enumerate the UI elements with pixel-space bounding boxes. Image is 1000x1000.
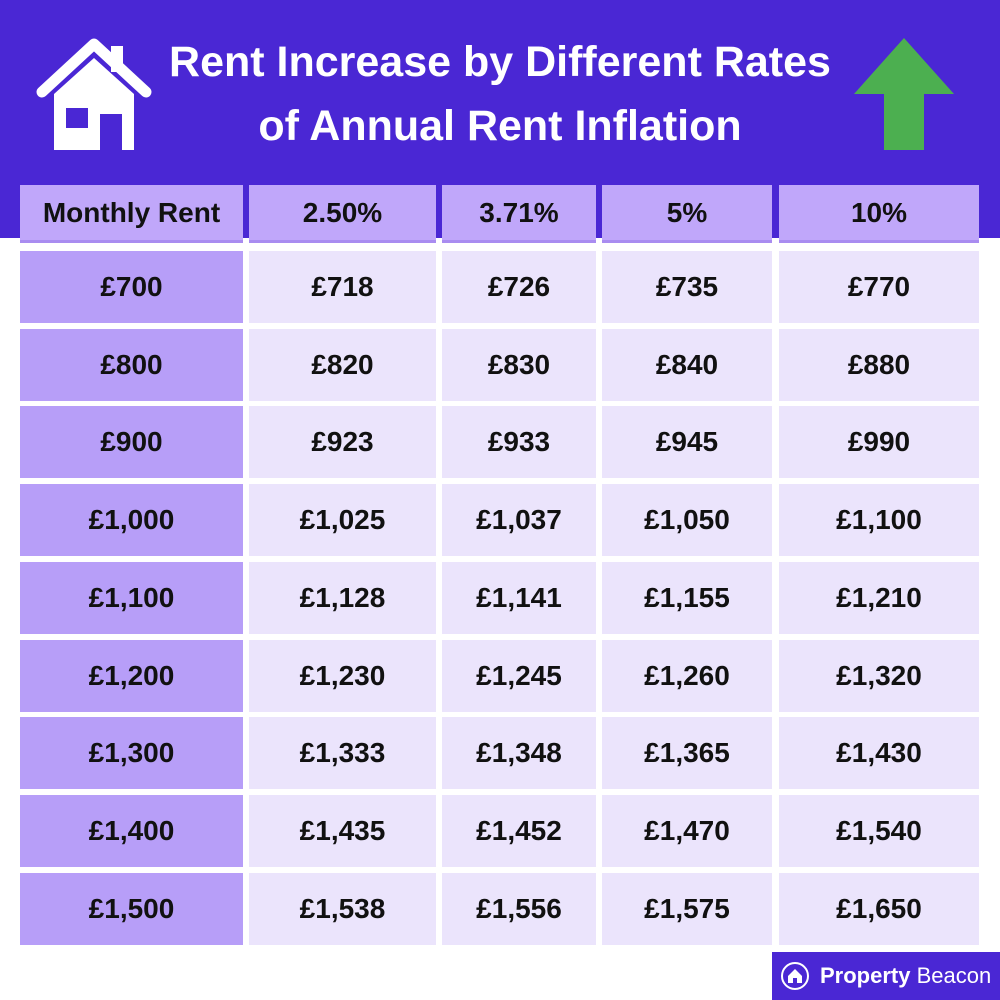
table-cell: £1,435 (249, 794, 436, 867)
table-cell: £1,141 (442, 561, 596, 634)
brand-icon (781, 962, 809, 990)
table-cell: £1,320 (779, 639, 979, 712)
table-cell: £1,025 (249, 484, 436, 557)
row-header: £1,000 (20, 484, 243, 557)
row-header: £900 (20, 406, 243, 479)
table-cell: £933 (442, 406, 596, 479)
row-header: £1,100 (20, 561, 243, 634)
table-cell: £1,037 (442, 484, 596, 557)
table-cell: £718 (249, 251, 436, 323)
table-cell: £1,260 (602, 639, 772, 712)
table-cell: £1,210 (779, 561, 979, 634)
row-header: £1,500 (20, 872, 243, 945)
table-cell: £1,245 (442, 639, 596, 712)
row-header: £1,400 (20, 794, 243, 867)
house-icon (36, 38, 152, 150)
table-cell: £840 (602, 328, 772, 401)
table-cell: £1,348 (442, 717, 596, 790)
row-header: £1,200 (20, 639, 243, 712)
table-cell: £880 (779, 328, 979, 401)
table-cell: £735 (602, 251, 772, 323)
brand-name: Beacon (916, 963, 992, 988)
row-header: £700 (20, 251, 243, 323)
row-header: £800 (20, 328, 243, 401)
table-cell: £820 (249, 328, 436, 401)
table-cell: £1,050 (602, 484, 772, 557)
table-cell: £1,540 (779, 794, 979, 867)
table-cell: £1,230 (249, 639, 436, 712)
table-cell: £1,128 (249, 561, 436, 634)
table-cell: £1,333 (249, 717, 436, 790)
brand-name: Property (820, 963, 911, 988)
table-cell: £1,365 (602, 717, 772, 790)
table-cell: £830 (442, 328, 596, 401)
table-cell: £1,100 (779, 484, 979, 557)
brand-badge: Property Beacon (772, 952, 1000, 1000)
table-cell: £1,575 (602, 872, 772, 945)
row-header: £1,300 (20, 717, 243, 790)
table-cell: £1,155 (602, 561, 772, 634)
table-cell: £1,430 (779, 717, 979, 790)
table-cell: £1,650 (779, 872, 979, 945)
up-arrow-icon (854, 38, 954, 150)
table-cell: £1,452 (442, 794, 596, 867)
column-header: Monthly Rent (20, 185, 243, 243)
column-header: 2.50% (249, 185, 436, 243)
table-cell: £1,470 (602, 794, 772, 867)
column-header: 3.71% (442, 185, 596, 243)
column-header: 5% (602, 185, 772, 243)
table-cell: £923 (249, 406, 436, 479)
table-cell: £1,556 (442, 872, 596, 945)
column-header: 10% (779, 185, 979, 243)
table-cell: £945 (602, 406, 772, 479)
table-cell: £990 (779, 406, 979, 479)
table-cell: £726 (442, 251, 596, 323)
table-cell: £1,538 (249, 872, 436, 945)
table-cell: £770 (779, 251, 979, 323)
title: Rent Increase by Different Rates of Annu… (169, 38, 831, 150)
